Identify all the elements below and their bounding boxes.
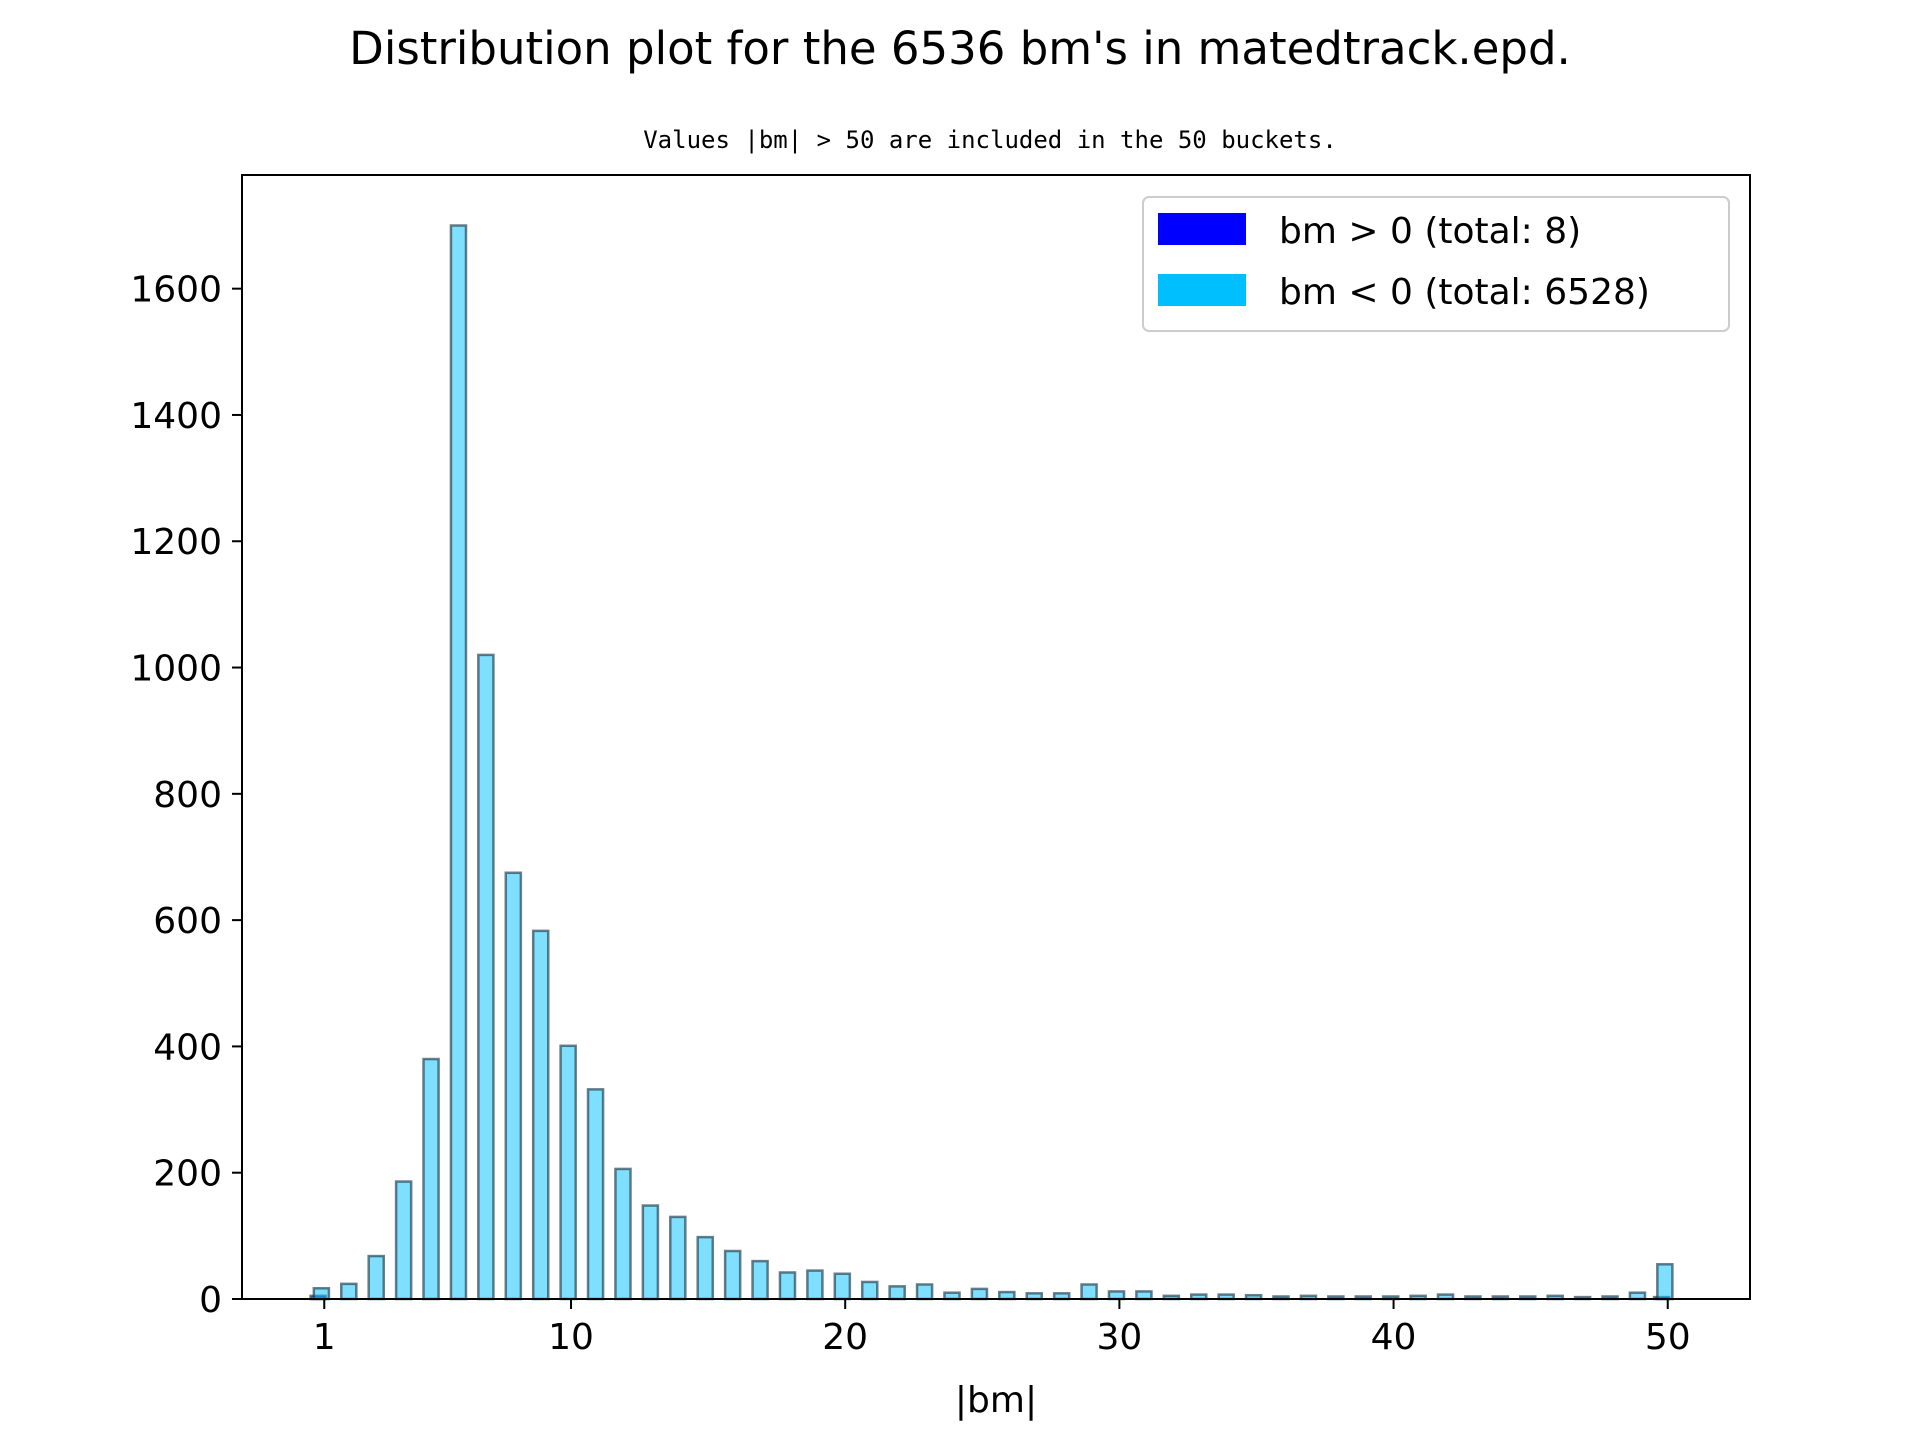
bar-negative bbox=[641, 1204, 660, 1301]
y-tick-label: 400 bbox=[153, 1027, 222, 1068]
y-tick-label: 1200 bbox=[130, 522, 222, 563]
bar-negative bbox=[1656, 1263, 1674, 1301]
x-tick-label: 30 bbox=[1096, 1317, 1142, 1358]
bar-negative bbox=[614, 1167, 632, 1301]
bar-negative bbox=[477, 653, 495, 1301]
bar-negative bbox=[778, 1271, 797, 1301]
bar-negative bbox=[915, 1283, 934, 1301]
bar-negative bbox=[723, 1249, 742, 1301]
bar-negative bbox=[504, 871, 523, 1301]
x-tick-label: 1 bbox=[313, 1317, 336, 1358]
bar-negative bbox=[531, 929, 550, 1301]
y-tick-label: 1600 bbox=[130, 270, 222, 311]
y-tick-label: 800 bbox=[153, 775, 222, 816]
bar-negative bbox=[449, 224, 468, 1301]
x-tick-label: 40 bbox=[1371, 1317, 1417, 1358]
chart-title: Distribution plot for the 6536 bm's in m… bbox=[349, 22, 1571, 75]
bar-negative bbox=[860, 1280, 879, 1301]
bar-negative bbox=[586, 1088, 605, 1301]
legend-swatch-positive bbox=[1158, 213, 1246, 245]
bar-negative bbox=[696, 1235, 715, 1301]
y-tick-label: 0 bbox=[199, 1280, 222, 1321]
legend: bm > 0 (total: 8) bm < 0 (total: 6528) bbox=[1142, 196, 1730, 332]
legend-label-positive: bm > 0 (total: 8) bbox=[1279, 211, 1581, 252]
bar-negative bbox=[751, 1259, 769, 1301]
x-tick-label: 20 bbox=[822, 1317, 868, 1358]
bar-negative bbox=[1080, 1283, 1098, 1301]
bar-negative bbox=[394, 1180, 413, 1301]
y-tick-label: 200 bbox=[153, 1154, 222, 1195]
bar-negative bbox=[367, 1254, 386, 1301]
x-axis-label: |bm| bbox=[955, 1380, 1037, 1421]
legend-swatch-negative bbox=[1158, 274, 1246, 306]
x-tick-label: 10 bbox=[548, 1317, 594, 1358]
bar-negative bbox=[998, 1290, 1016, 1301]
bar-negative bbox=[1135, 1290, 1153, 1301]
bar-negative bbox=[970, 1287, 989, 1301]
x-axis-ticks: 1 10 20 30 40 50 bbox=[313, 1299, 1691, 1358]
bar-negative bbox=[1107, 1290, 1126, 1301]
y-tick-label: 1400 bbox=[130, 396, 222, 437]
bar-negative bbox=[888, 1285, 906, 1301]
chart-subtitle: Values |bm| > 50 are included in the 50 … bbox=[643, 126, 1337, 154]
x-tick-label: 50 bbox=[1645, 1317, 1691, 1358]
legend-label-negative: bm < 0 (total: 6528) bbox=[1279, 272, 1650, 313]
y-axis-ticks: 0 200 400 600 800 1000 1200 1400 1600 bbox=[130, 270, 242, 1321]
legend-box bbox=[1142, 196, 1730, 332]
bar-negative bbox=[806, 1269, 824, 1301]
bar-negative bbox=[312, 1287, 331, 1301]
bars-negative-series bbox=[312, 224, 1674, 1301]
plot-frame bbox=[241, 174, 1751, 1300]
y-tick-label: 600 bbox=[153, 901, 222, 942]
bar-negative bbox=[340, 1282, 358, 1301]
bar-negative bbox=[833, 1272, 852, 1301]
y-tick-label: 1000 bbox=[130, 649, 222, 690]
bar-negative bbox=[669, 1215, 687, 1301]
bar-negative bbox=[559, 1044, 577, 1301]
bar-negative bbox=[422, 1057, 440, 1301]
